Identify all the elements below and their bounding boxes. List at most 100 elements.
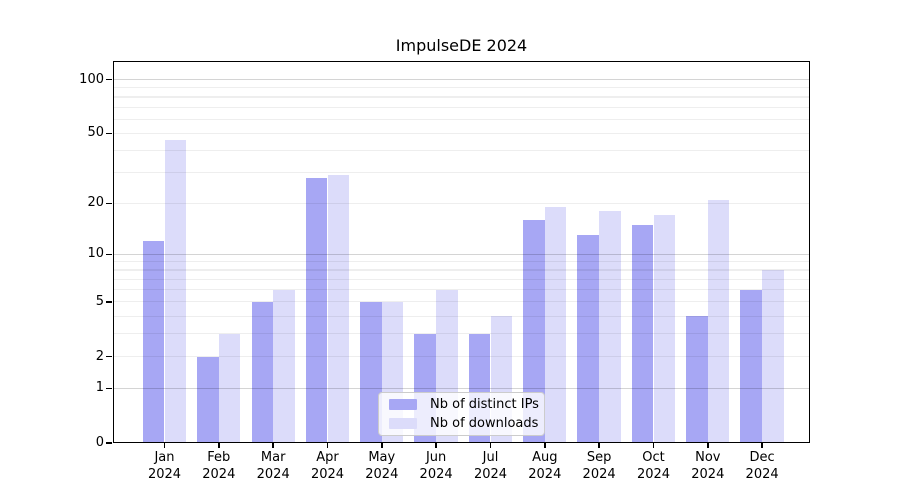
x-tick-mark (707, 443, 709, 448)
x-tick-mark (218, 443, 220, 448)
y-tick-mark (106, 253, 112, 255)
gridline-minor (113, 132, 810, 134)
x-tick-mark (326, 443, 329, 448)
x-tick-label-month: Jul (482, 450, 499, 465)
gridline-minor (113, 87, 810, 89)
y-tick-label: 10 (87, 246, 104, 262)
bar-distinct-ips (740, 289, 763, 443)
bar-downloads (653, 215, 676, 443)
x-tick-label-month: May (368, 450, 396, 465)
bar-distinct-ips (142, 241, 165, 443)
x-tick-label: Oct 2024 (624, 449, 684, 483)
x-tick-label-month: Jan (154, 450, 175, 465)
x-tick-label-year: 2024 (636, 467, 671, 482)
gridline-minor (113, 261, 810, 263)
x-tick-label: Jul 2024 (461, 449, 521, 483)
x-tick-label-month: Oct (642, 450, 665, 465)
bar-distinct-ips (523, 219, 545, 443)
x-tick-label-month: Mar (260, 450, 286, 465)
x-tick-label-year: 2024 (745, 467, 779, 482)
gridline-minor (113, 301, 810, 303)
x-tick-label: Jun 2024 (406, 449, 466, 483)
gridline-major (113, 79, 810, 81)
x-tick-label-year: 2024 (256, 467, 290, 482)
y-tick-mark (106, 442, 112, 444)
x-tick-label: Mar 2024 (243, 449, 303, 483)
bar-downloads (327, 175, 350, 443)
bar-downloads (164, 139, 187, 443)
bar-distinct-ips (251, 301, 274, 443)
legend: Nb of distinct IPs Nb of downloads (378, 392, 545, 436)
x-tick-label: May 2024 (352, 449, 412, 483)
x-tick-label-year: 2024 (582, 467, 616, 482)
x-tick-mark (544, 443, 546, 448)
gridline-minor (113, 172, 810, 174)
gridline-minor (113, 106, 810, 108)
y-tick-mark (106, 301, 112, 303)
x-tick-label-year: 2024 (419, 467, 453, 482)
y-tick-mark (106, 355, 112, 358)
x-tick-label-month: Dec (749, 450, 775, 465)
legend-row-distinct-ips: Nb of distinct IPs (389, 396, 539, 413)
x-tick-label-year: 2024 (691, 467, 725, 482)
gridline-minor (113, 96, 810, 98)
x-tick-label: Feb 2024 (189, 449, 249, 483)
x-tick-mark (489, 443, 492, 448)
x-tick-label: Nov 2024 (678, 449, 738, 483)
bar-downloads (218, 333, 241, 443)
y-tick-mark (106, 387, 112, 390)
bar-distinct-ips (305, 177, 328, 443)
x-tick-label-month: Aug (532, 450, 558, 465)
x-tick-label-month: Jun (425, 450, 447, 465)
y-tick-label: 5 (95, 293, 104, 309)
bar-distinct-ips (197, 356, 219, 443)
chart-title: ImpulseDE 2024 (395, 36, 528, 55)
x-tick-label-month: Apr (316, 450, 339, 465)
bar-downloads (273, 289, 295, 443)
x-tick-label-year: 2024 (528, 467, 562, 482)
x-tick-label-year: 2024 (310, 467, 345, 482)
bar-distinct-ips (686, 316, 708, 443)
x-tick-label-year: 2024 (202, 467, 236, 482)
bar-downloads (762, 270, 784, 443)
x-tick-mark (272, 443, 274, 448)
x-tick-label-month: Nov (695, 450, 721, 465)
x-tick-label-month: Feb (207, 450, 231, 465)
gridline-minor (113, 118, 810, 120)
gridline-major (113, 253, 810, 255)
x-tick-label-year: 2024 (147, 467, 182, 482)
bar-distinct-ips (360, 301, 382, 443)
x-tick-mark (598, 443, 600, 448)
bar-distinct-ips (577, 235, 600, 443)
x-tick-mark (435, 443, 437, 448)
plot-content (113, 61, 810, 443)
x-tick-label-year: 2024 (473, 467, 508, 482)
bar-distinct-ips (631, 224, 654, 443)
gridline-minor (113, 289, 810, 291)
x-tick-label: Jan 2024 (135, 449, 195, 483)
bar-downloads (599, 211, 621, 443)
bar-downloads (707, 199, 730, 443)
x-tick-label-year: 2024 (365, 467, 399, 482)
x-tick-mark (652, 443, 655, 448)
legend-swatch-downloads (389, 418, 417, 429)
gridline-minor (113, 278, 810, 280)
x-tick-label-month: Sep (586, 450, 612, 465)
gridline-minor (113, 150, 810, 152)
y-tick-label: 2 (95, 348, 104, 364)
y-tick-mark (106, 78, 112, 81)
legend-label-distinct-ips: Nb of distinct IPs (430, 396, 539, 412)
legend-row-downloads: Nb of downloads (389, 415, 539, 432)
y-tick-label: 1 (95, 380, 104, 396)
legend-label-downloads: Nb of downloads (430, 415, 539, 431)
y-tick-label: 50 (87, 125, 104, 141)
y-tick-label: 20 (87, 195, 104, 211)
x-tick-label: Apr 2024 (298, 449, 358, 483)
y-tick-mark (106, 202, 112, 205)
x-tick-mark (163, 443, 166, 448)
x-tick-mark (381, 443, 383, 448)
x-tick-label: Sep 2024 (569, 449, 629, 483)
y-tick-label: 100 (79, 71, 104, 87)
y-tick-label: 0 (95, 435, 104, 450)
